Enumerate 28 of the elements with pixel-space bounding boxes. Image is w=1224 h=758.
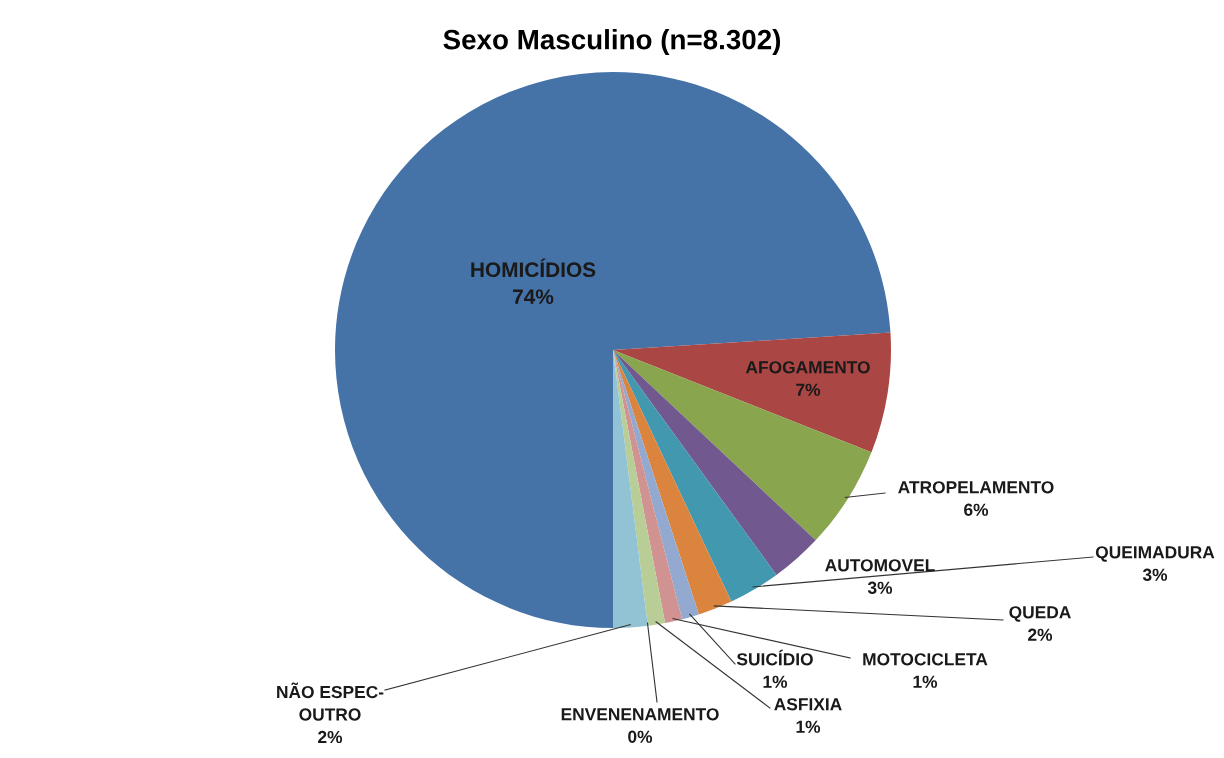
- slice-label: AUTOMOVEL: [825, 559, 935, 572]
- data-label: 1%: [763, 675, 788, 688]
- data-label: 1%: [913, 675, 938, 688]
- data-label: 3%: [867, 581, 893, 594]
- slice-label: AFOGAMENTO: [745, 361, 870, 374]
- pie-slice: [613, 350, 872, 541]
- slice-label: SUICÍDIO: [736, 649, 813, 666]
- data-label: 74%: [513, 289, 554, 305]
- pie-slice: [613, 350, 732, 615]
- pie-slice: [613, 350, 666, 626]
- slice-label: NÃO ESPEC- OUTRO: [277, 682, 384, 721]
- text: 0%: [628, 730, 653, 743]
- data-label: 7%: [796, 383, 821, 396]
- slice-label: QUEDA: [1009, 606, 1071, 622]
- slice-label: HOMICÍDIOS: [471, 258, 596, 278]
- data-label: 1%: [796, 720, 821, 733]
- data-label: 6%: [964, 503, 989, 516]
- slice-label: QUEIMADURA: [1095, 546, 1215, 562]
- chart-title: Sexo Masculino (n=8.302): [443, 29, 781, 55]
- data-label: 3%: [1142, 568, 1168, 581]
- slice-label: ATROPELAMENTO: [898, 481, 1054, 494]
- data-label: 2%: [318, 730, 343, 744]
- slice-label: ASFIXIA: [774, 698, 842, 711]
- slice-label: MOTOCICLETA: [863, 653, 988, 666]
- category-label: ENVENENAMENTO: [561, 708, 719, 721]
- pie-slice: [613, 350, 683, 624]
- data-label: 2%: [1028, 628, 1053, 641]
- pie-slice: [613, 332, 891, 453]
